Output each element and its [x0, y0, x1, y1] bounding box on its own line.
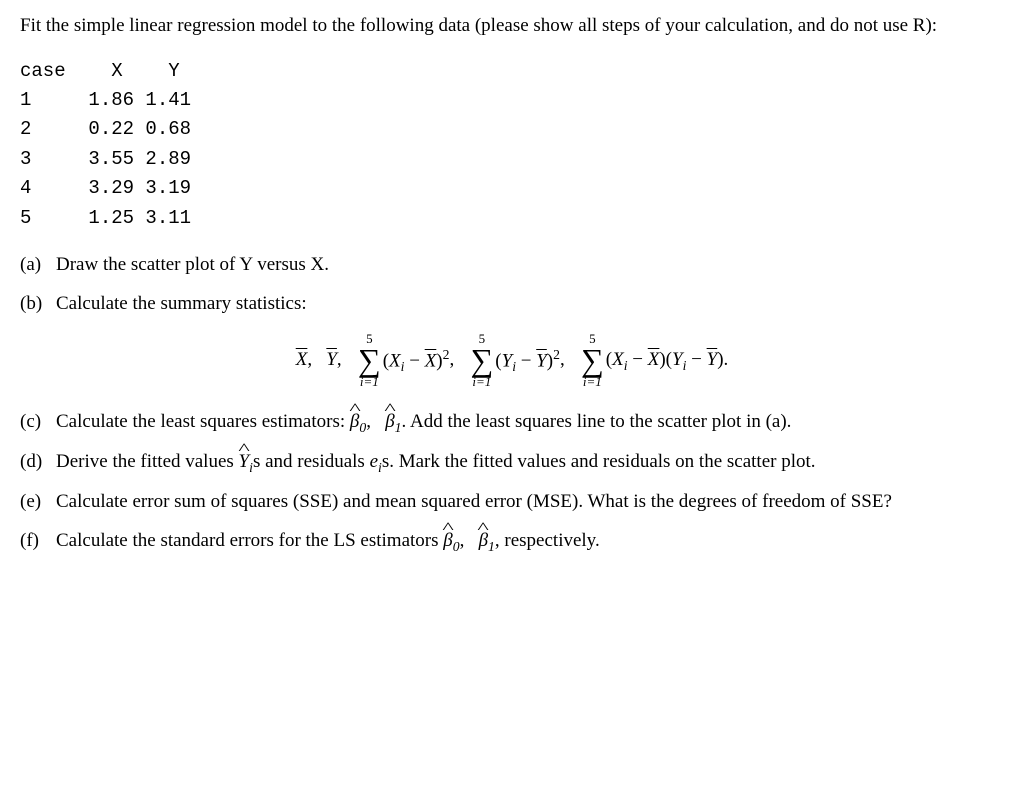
part-c: (c) Calculate the least squares estimato…: [20, 408, 1004, 438]
part-label: (c): [20, 408, 56, 438]
part-text: Derive the fitted values Yis and residua…: [56, 448, 1004, 478]
part-label: (b): [20, 290, 56, 319]
sigma-icon: ∑: [358, 346, 381, 375]
sum-lower: i=1: [581, 375, 604, 389]
part-text: Draw the scatter plot of Y versus X.: [56, 251, 1004, 280]
sum-sxy: 5 ∑ i=1: [581, 332, 604, 389]
table-row: 4 3.29 3.19: [20, 177, 191, 199]
sigma-icon: ∑: [581, 346, 604, 375]
part-text: Calculate the standard errors for the LS…: [56, 527, 1004, 557]
part-text: Calculate the least squares estimators: …: [56, 408, 1004, 438]
part-d-mid2: s. Mark the fitted values and residuals …: [382, 451, 816, 472]
y-hat: Y: [239, 448, 250, 477]
part-d-before: Derive the fitted values: [56, 451, 239, 472]
beta1-hat: β: [479, 527, 488, 556]
sum-syy: 5 ∑ i=1: [470, 332, 493, 389]
data-table: case X Y 1 1.86 1.41 2 0.22 0.68 3 3.55 …: [20, 57, 1004, 234]
sum-lower: i=1: [358, 375, 381, 389]
x-bar: X: [296, 349, 308, 370]
summary-stats-formula: X, Y, 5 ∑ i=1 (Xi − X)2, 5 ∑ i=1 (Yi − Y…: [20, 332, 1004, 389]
beta0-hat: β: [443, 527, 452, 556]
part-e: (e) Calculate error sum of squares (SSE)…: [20, 488, 1004, 517]
table-row: 3 3.55 2.89: [20, 148, 191, 170]
part-f-before: Calculate the standard errors for the LS…: [56, 530, 443, 551]
table-row: 1 1.86 1.41: [20, 89, 191, 111]
beta1-hat: β: [385, 408, 394, 437]
part-d: (d) Derive the fitted values Yis and res…: [20, 448, 1004, 478]
part-text: Calculate error sum of squares (SSE) and…: [56, 488, 1004, 517]
sum-sxx: 5 ∑ i=1: [358, 332, 381, 389]
part-label: (e): [20, 488, 56, 517]
part-label: (f): [20, 527, 56, 557]
part-d-mid1: s and residuals: [253, 451, 370, 472]
part-label: (a): [20, 251, 56, 280]
sigma-icon: ∑: [470, 346, 493, 375]
part-label: (d): [20, 448, 56, 478]
table-row: 2 0.22 0.68: [20, 118, 191, 140]
part-text: Calculate the summary statistics:: [56, 290, 1004, 319]
table-header: case X Y: [20, 60, 180, 82]
problem-intro: Fit the simple linear regression model t…: [20, 12, 1004, 41]
part-e-text: Calculate error sum of squares (SSE) and…: [56, 491, 892, 512]
y-bar: Y: [326, 349, 337, 370]
table-row: 5 1.25 3.11: [20, 207, 191, 229]
part-b: (b) Calculate the summary statistics:: [20, 290, 1004, 319]
part-a: (a) Draw the scatter plot of Y versus X.: [20, 251, 1004, 280]
parts-list: (a) Draw the scatter plot of Y versus X.…: [20, 251, 1004, 318]
parts-list-cont: (c) Calculate the least squares estimato…: [20, 408, 1004, 557]
part-b-text: Calculate the summary statistics:: [56, 293, 307, 314]
part-a-text: Draw the scatter plot of Y versus X.: [56, 254, 329, 275]
residual-e: e: [370, 451, 378, 472]
part-c-after: . Add the least squares line to the scat…: [402, 411, 792, 432]
beta0-hat: β: [350, 408, 359, 437]
part-f-after: , respectively.: [495, 530, 600, 551]
sum-lower: i=1: [470, 375, 493, 389]
part-c-before: Calculate the least squares estimators:: [56, 411, 350, 432]
part-f: (f) Calculate the standard errors for th…: [20, 527, 1004, 557]
